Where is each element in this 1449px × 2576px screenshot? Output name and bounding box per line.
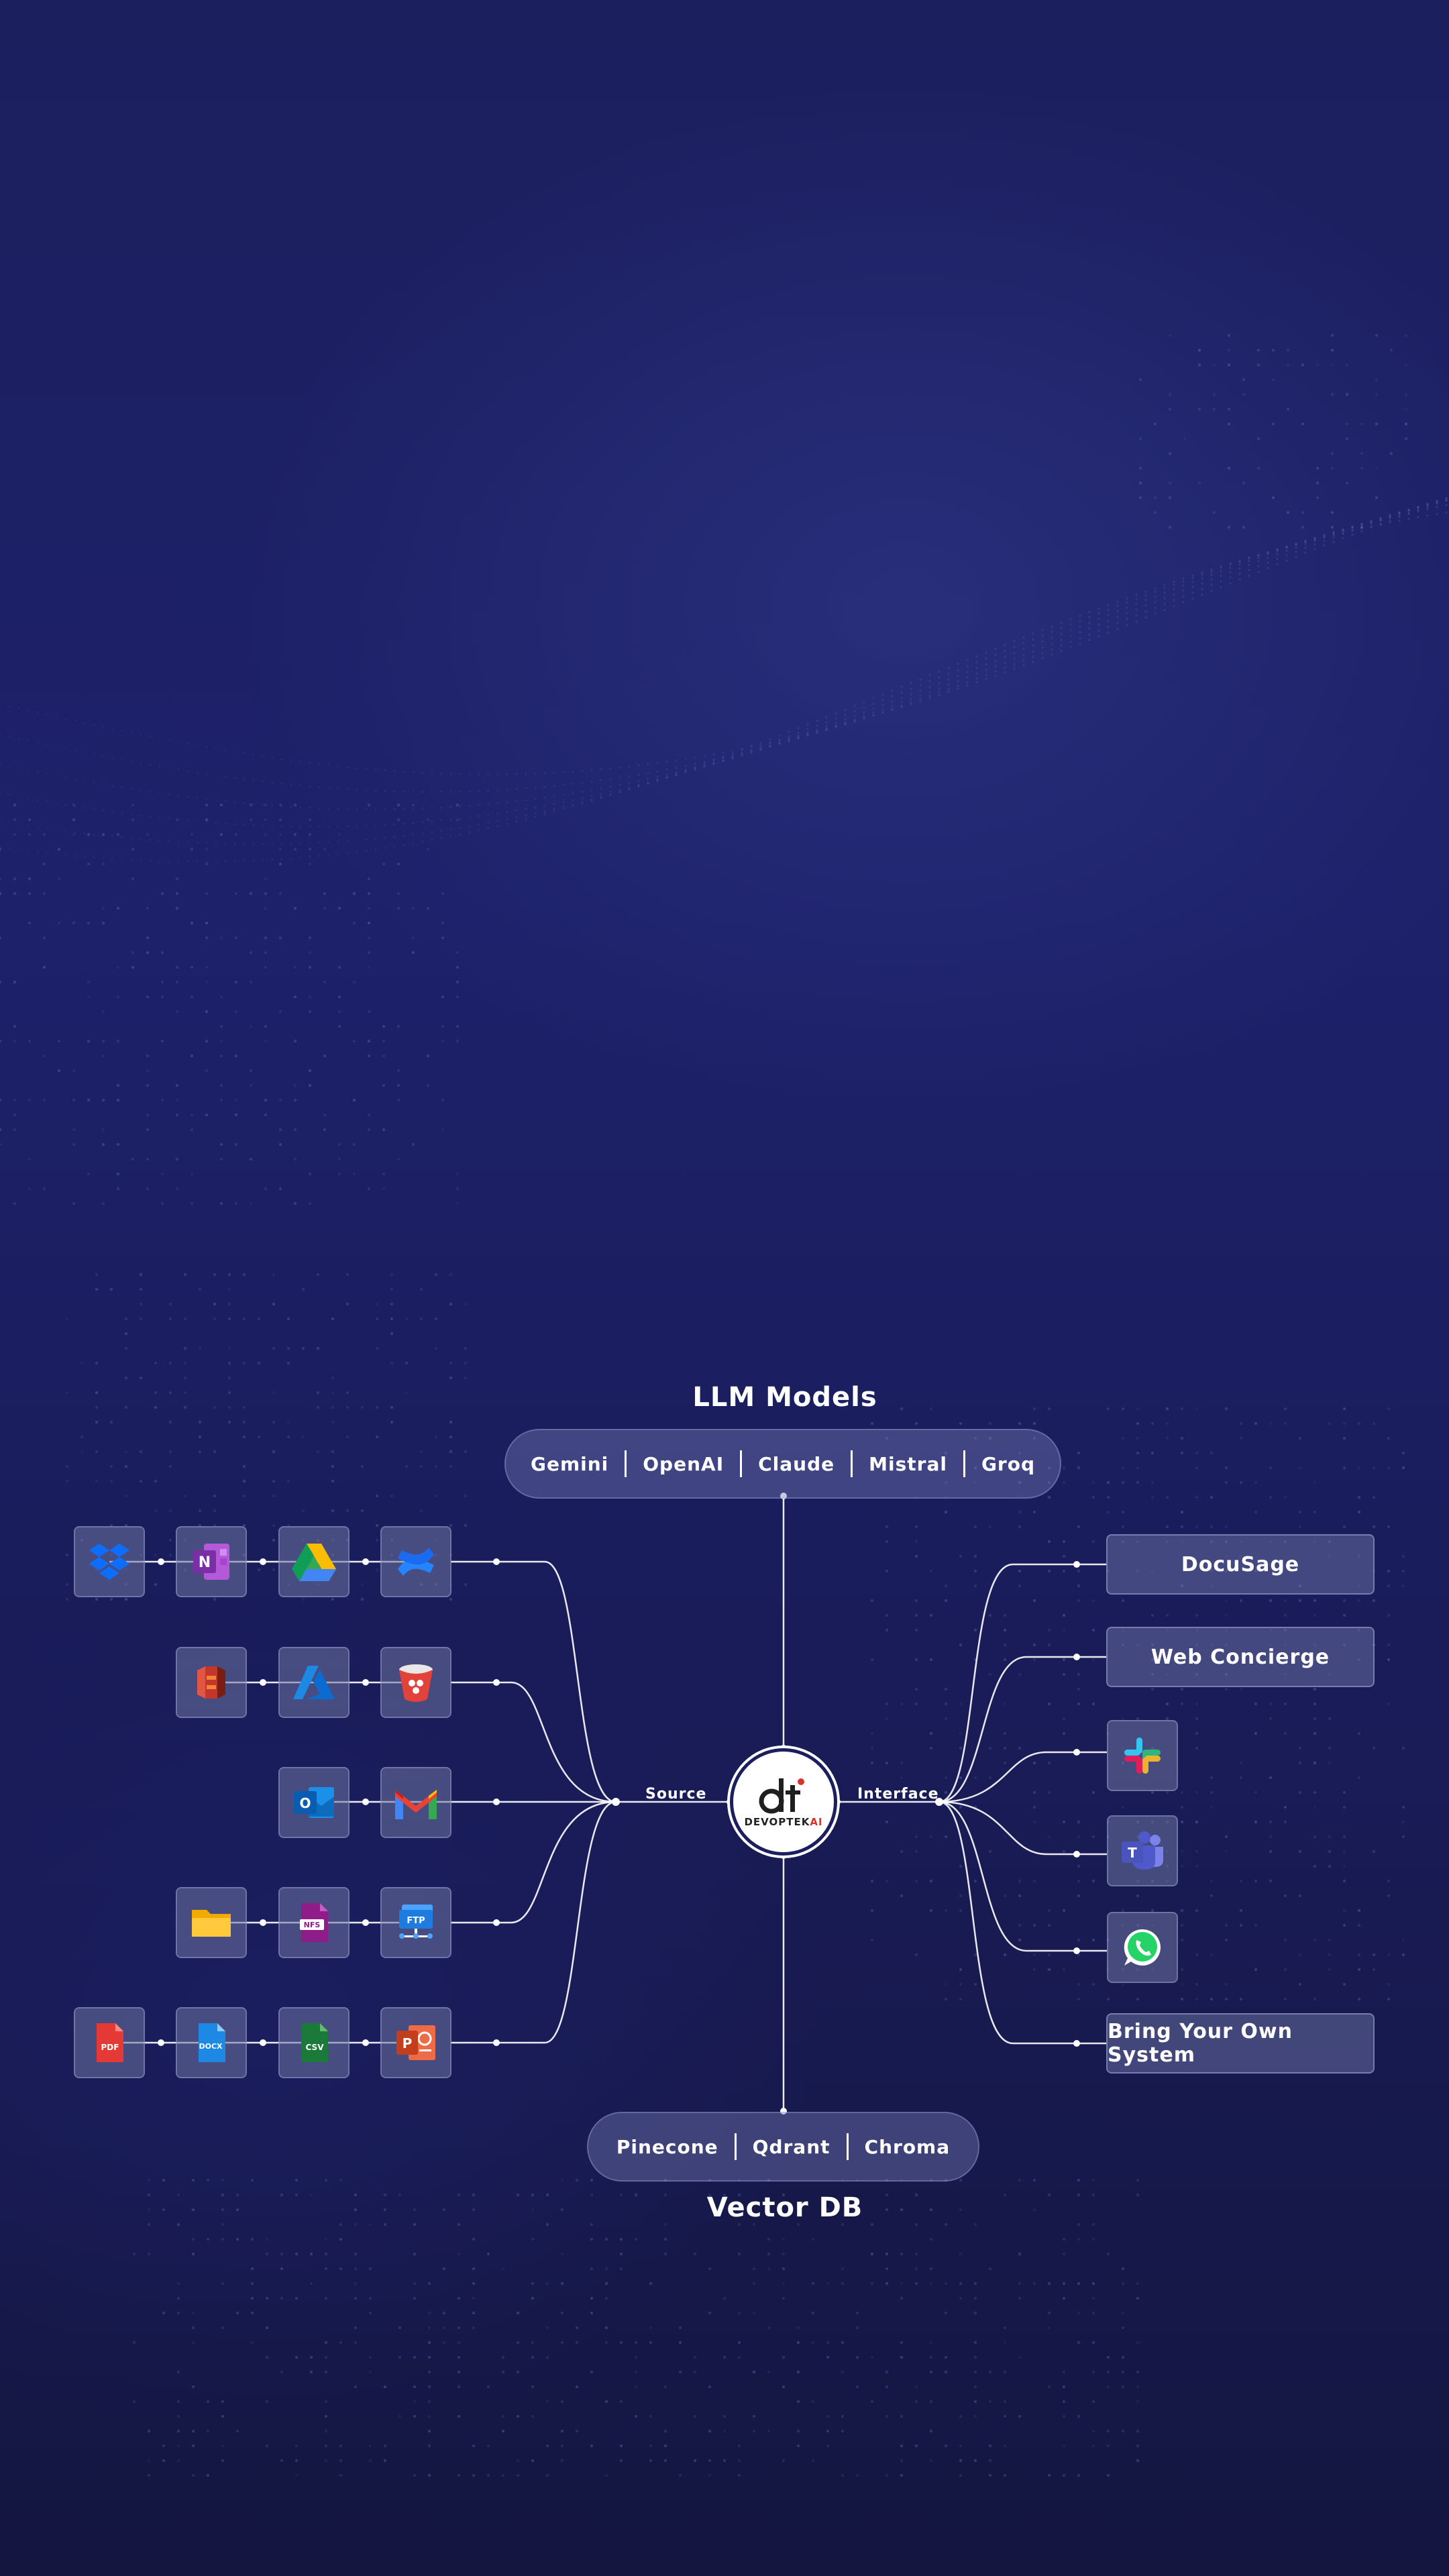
devoptek-ai-logo-hub: DEVOPTEKAI <box>730 1748 837 1856</box>
interface-byos-curve <box>938 1801 1106 2045</box>
powerpoint-icon[interactable]: P <box>380 2007 451 2078</box>
ftp-badge: FTP <box>407 1916 425 1926</box>
whatsapp-icon[interactable] <box>1107 1912 1178 1983</box>
llm-model-groq: Groq <box>981 1452 1036 1475</box>
pill-divider <box>963 1450 965 1477</box>
gmail-icon[interactable] <box>380 1767 451 1838</box>
wordmark-accent: AI <box>810 1816 823 1828</box>
docusage-box[interactable]: DocuSage <box>1106 1534 1375 1595</box>
pill-divider <box>625 1450 627 1477</box>
connector-paths <box>109 1496 1107 2111</box>
vector-db-pinecone: Pinecone <box>616 2135 718 2158</box>
pdf-file-icon[interactable]: PDF <box>74 2007 145 2078</box>
pill-divider <box>734 2133 737 2160</box>
teams-icon[interactable]: T <box>1107 1815 1178 1886</box>
llm-models-pill: Gemini OpenAI Claude Mistral Groq <box>504 1429 1061 1499</box>
interface-webconcierge-curve <box>938 1656 1106 1803</box>
pdf-badge: PDF <box>101 2043 119 2052</box>
vector-db-chroma: Chroma <box>864 2135 951 2158</box>
docx-badge: DOCX <box>199 2042 223 2051</box>
llm-models-heading: LLM Models <box>692 1382 877 1413</box>
wordmark-main: DEVOPTEK <box>744 1816 810 1828</box>
connector-dots <box>158 1493 1080 2114</box>
pill-divider <box>740 1450 743 1477</box>
background-dots <box>0 333 1408 2477</box>
llm-model-openai: OpenAI <box>643 1452 724 1475</box>
source-row-1-curve <box>451 1560 616 1803</box>
outlook-badge: O <box>299 1795 311 1811</box>
llm-model-mistral: Mistral <box>869 1452 947 1475</box>
dropbox-icon[interactable] <box>74 1526 145 1597</box>
gcs-bucket-icon[interactable] <box>380 1647 451 1718</box>
teams-badge: T <box>1128 1845 1137 1861</box>
outlook-icon[interactable]: O <box>278 1767 350 1838</box>
onenote-badge: N <box>199 1554 211 1571</box>
slack-icon[interactable] <box>1107 1720 1178 1791</box>
source-row-2-curve <box>451 1681 616 1803</box>
aws-s3-icon[interactable] <box>176 1647 247 1718</box>
interface-docusage-curve <box>938 1563 1106 1803</box>
nfs-badge: NFS <box>304 1921 321 1929</box>
background-wave <box>0 497 1448 863</box>
google-drive-icon[interactable] <box>278 1526 350 1597</box>
nfs-file-icon[interactable]: NFS <box>278 1887 350 1958</box>
source-label: Source <box>645 1786 707 1803</box>
azure-icon[interactable] <box>278 1647 350 1718</box>
ftp-icon[interactable]: FTP <box>380 1887 451 1958</box>
onenote-icon[interactable]: N <box>176 1526 247 1597</box>
source-row-5-curve <box>451 1801 616 2044</box>
folder-icon[interactable] <box>176 1887 247 1958</box>
csv-file-icon[interactable]: CSV <box>278 2007 350 2078</box>
pill-divider <box>846 2133 849 2160</box>
llm-model-gemini: Gemini <box>530 1452 609 1475</box>
web-concierge-box[interactable]: Web Concierge <box>1106 1627 1375 1687</box>
docx-file-icon[interactable]: DOCX <box>176 2007 247 2078</box>
devoptek-ai-wordmark: DEVOPTEKAI <box>744 1816 822 1828</box>
bring-your-own-system-box[interactable]: Bring Your Own System <box>1106 2013 1375 2074</box>
interface-teams-curve <box>938 1801 1107 1856</box>
vector-db-qdrant: Qdrant <box>752 2135 830 2158</box>
llm-model-claude: Claude <box>758 1452 835 1475</box>
interface-slack-curve <box>938 1751 1107 1803</box>
vector-db-pill: Pinecone Qdrant Chroma <box>587 2112 979 2182</box>
csv-badge: CSV <box>306 2043 325 2052</box>
confluence-icon[interactable] <box>380 1526 451 1597</box>
source-row-4-curve <box>451 1801 616 1924</box>
vector-db-heading: Vector DB <box>706 2192 863 2223</box>
pill-divider <box>851 1450 853 1477</box>
dt-logo-icon <box>759 1778 804 1814</box>
powerpoint-badge: P <box>402 2035 413 2051</box>
interface-whatsapp-curve <box>938 1801 1107 1952</box>
interface-label: Interface <box>857 1786 939 1803</box>
